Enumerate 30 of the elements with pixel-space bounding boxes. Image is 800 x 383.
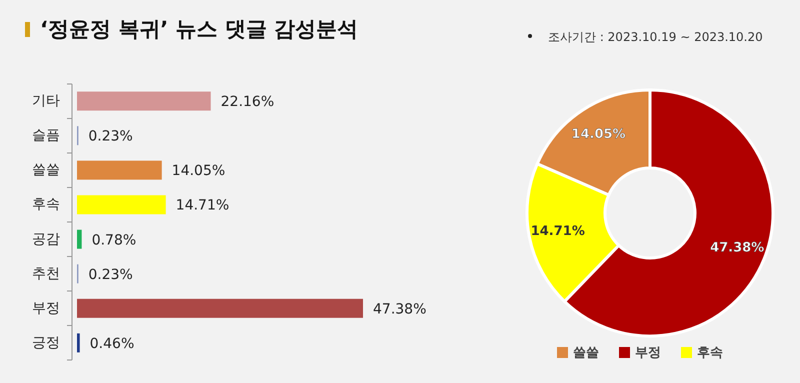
data-label: 14.05% [571, 126, 626, 142]
bar [77, 333, 80, 352]
data-label: 0.46% [90, 336, 134, 352]
data-label: 22.16% [220, 94, 274, 110]
bar [77, 230, 82, 249]
data-label: 14.05% [172, 163, 226, 180]
data-label: 14.71% [530, 224, 585, 239]
chart-title: ‘정윤정 복귀’ 뉴스 댓글 감성분석 [40, 17, 358, 41]
data-label: 0.23% [88, 266, 133, 283]
chart-subtitle: 조사기간 : 2023.10.19 ~ 2023.10.20 [548, 30, 763, 44]
y-tick-label: 기타 [32, 93, 60, 110]
bar [77, 92, 211, 111]
y-tick-label: 쓸쓸 [32, 162, 60, 178]
y-tick-label: 추천 [32, 266, 60, 282]
data-label: 0.78% [92, 232, 136, 248]
legend-label: 후속 [697, 346, 723, 360]
data-label: 14.71% [176, 198, 230, 214]
legend-label: 쓸쓸 [573, 346, 599, 360]
y-tick-label: 부정 [32, 300, 60, 316]
data-label: 0.23% [88, 128, 133, 145]
y-tick-label: 긍정 [32, 334, 60, 351]
y-tick-label: 공감 [32, 231, 60, 248]
bar [77, 298, 363, 318]
y-tick-label: 후속 [32, 196, 60, 213]
bar [77, 160, 162, 180]
legend-label: 부정 [635, 346, 661, 360]
y-tick-label: 슬픔 [32, 128, 60, 144]
data-label: 47.38% [710, 240, 764, 256]
data-label: 47.38% [373, 301, 426, 318]
bar [77, 195, 166, 214]
